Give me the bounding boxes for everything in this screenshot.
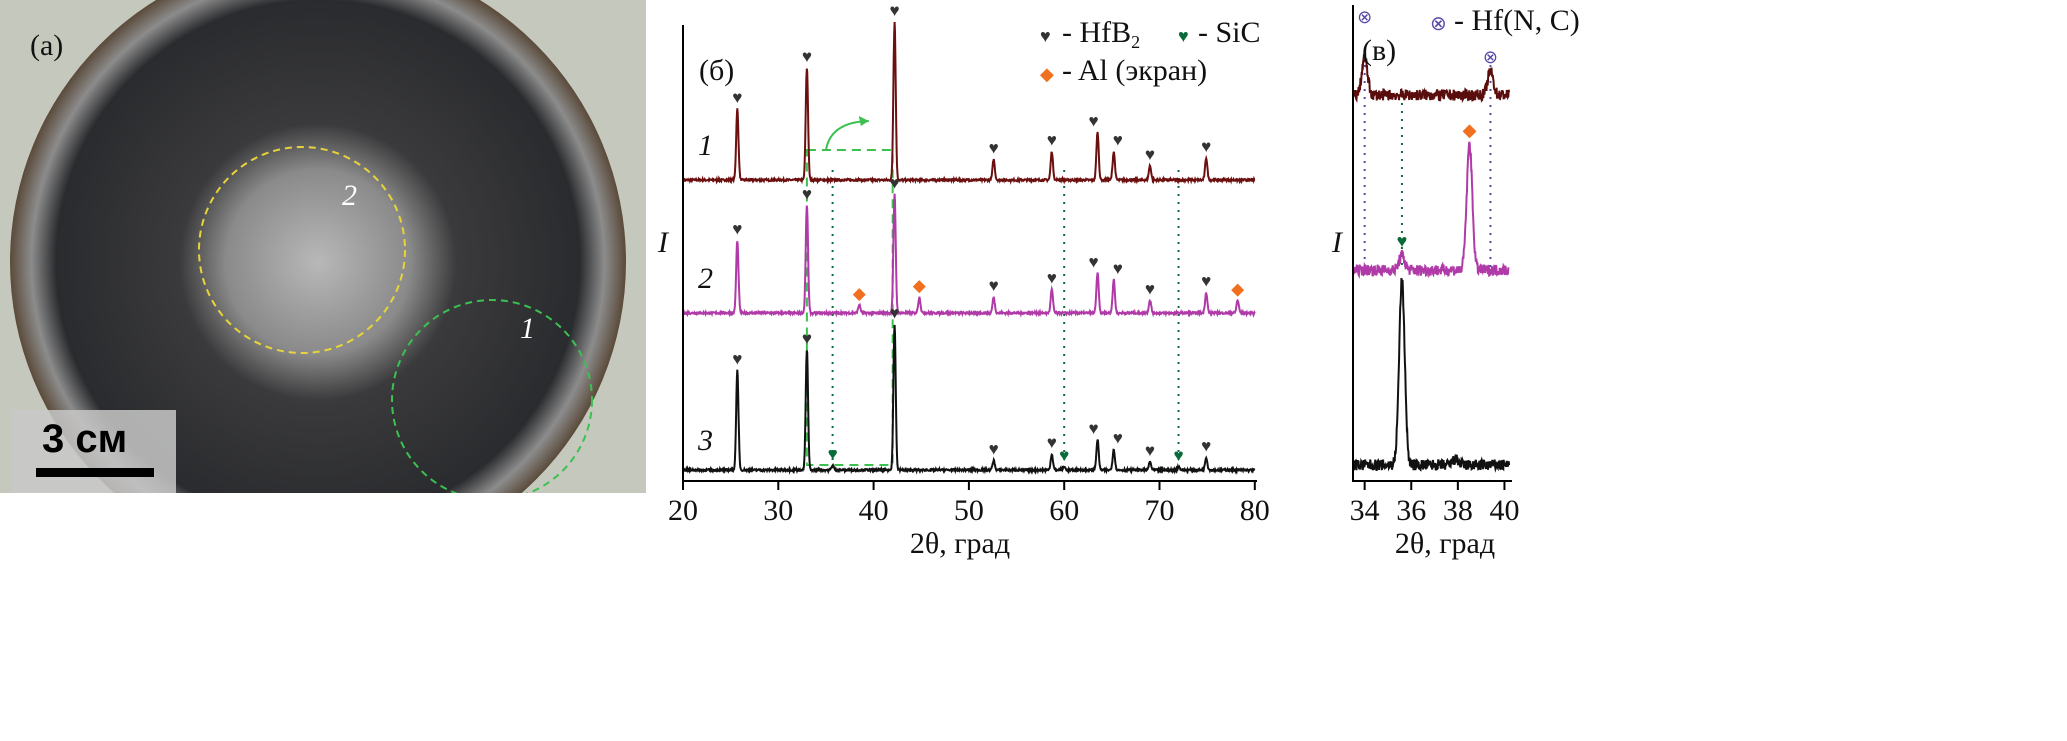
hfb2-peak-marker: ♥ xyxy=(1113,259,1123,278)
zoom-arrowhead xyxy=(858,116,869,126)
zoom-curve-2 xyxy=(1352,141,1510,279)
zoom-curve-1 xyxy=(1352,51,1511,104)
hfb2-peak-marker: ♥ xyxy=(1089,112,1099,131)
al-peak-marker: ◆ xyxy=(1231,279,1245,298)
hfb2-peak-marker: ♥ xyxy=(1089,253,1099,272)
legend-hfb2-symbol: ♥ xyxy=(1040,26,1051,46)
legend-al-symbol: ◆ xyxy=(1040,64,1054,84)
legend-sic-symbol: ♥ xyxy=(1178,26,1189,46)
hfb2-peak-marker: ♥ xyxy=(1145,441,1155,460)
hfb2-peak-marker: ♥ xyxy=(1089,419,1099,438)
hfb2-peak-marker: ♥ xyxy=(732,219,742,238)
x-tick-label: 70 xyxy=(1145,494,1175,527)
hfb2-peak-marker: ♥ xyxy=(989,276,999,295)
hfb2-peak-marker: ♥ xyxy=(989,138,999,157)
xrd-curve-1 xyxy=(682,21,1256,185)
legend-hfnc-symbol: ⊗ xyxy=(1430,13,1447,35)
x-tick-label: 50 xyxy=(954,494,984,527)
x-tick-label: 60 xyxy=(1049,494,1079,527)
region-2-label: 2 xyxy=(342,179,357,212)
hfb2-peak-marker: ♥ xyxy=(1201,137,1211,156)
sic-peak-marker: ♥ xyxy=(1059,446,1069,465)
hfb2-peak-marker: ♥ xyxy=(1047,268,1057,287)
hfb2-peak-marker: ♥ xyxy=(1145,279,1155,298)
panel-label: (в) xyxy=(1362,34,1396,67)
hfb2-peak-marker: ♥ xyxy=(802,47,812,66)
curve-label-1: 1 xyxy=(698,129,713,162)
sic-peak-marker: ♥ xyxy=(1174,446,1184,465)
hfb2-peak-marker: ♥ xyxy=(732,349,742,368)
x-tick-label: 40 xyxy=(1489,494,1519,527)
peak-marker-hfnc: ⊗ xyxy=(1483,47,1498,67)
x-tick-label: 40 xyxy=(859,494,889,527)
x-axis-title: 2θ, град xyxy=(1395,527,1495,560)
y-axis-title: I xyxy=(1331,226,1344,259)
xrd-curve-3 xyxy=(682,324,1256,475)
zoom-arrow xyxy=(824,120,869,151)
hfb2-peak-marker: ♥ xyxy=(1047,433,1057,452)
sic-peak-marker: ♥ xyxy=(828,444,838,463)
panel-label: (б) xyxy=(699,54,734,87)
hfb2-peak-marker: ♥ xyxy=(802,329,812,348)
hfb2-peak-marker: ♥ xyxy=(1113,428,1123,447)
scale-bar-label: 3 см xyxy=(42,417,127,461)
x-tick-label: 30 xyxy=(763,494,793,527)
region-2-circle xyxy=(198,146,406,354)
hfb2-peak-marker: ♥ xyxy=(890,1,900,20)
region-1-label: 1 xyxy=(520,312,535,345)
peak-marker-al: ◆ xyxy=(1463,120,1477,140)
hfb2-peak-marker: ♥ xyxy=(732,88,742,107)
x-tick-label: 36 xyxy=(1396,494,1426,527)
zoom-curve-3 xyxy=(1352,277,1511,473)
al-peak-marker: ◆ xyxy=(853,284,867,303)
sample-disk xyxy=(10,0,626,493)
x-axis-title: 2θ, град xyxy=(910,527,1010,560)
legend-sic-label: - SiC xyxy=(1198,16,1261,49)
scale-bar xyxy=(36,468,154,477)
legend-hfb2-label: - HfB2 xyxy=(1062,16,1140,52)
hfb2-peak-marker: ♥ xyxy=(890,304,900,323)
hfb2-peak-marker: ♥ xyxy=(1201,271,1211,290)
curve-label-2: 2 xyxy=(698,262,713,295)
y-axis-title: I xyxy=(657,226,670,259)
region-1-circle xyxy=(391,299,593,493)
hfb2-peak-marker: ♥ xyxy=(802,185,812,204)
xrd-curve-2 xyxy=(682,193,1256,318)
x-tick-label: 38 xyxy=(1443,494,1473,527)
al-peak-marker: ◆ xyxy=(913,276,927,295)
xrd-chart-main: ♥♥♥♥ ♥♥♥♥ ♥1♥♥♥♥ ♥♥ ♥♥ ♥◆ ◆ ◆2♥♥♥♥ ♥♥ ♥♥ ♥♥ ♥ ♥320 30… xyxy=(657,1,1270,560)
x-tick-label: 20 xyxy=(668,494,698,527)
x-tick-label: 34 xyxy=(1350,494,1380,527)
hfb2-peak-marker: ♥ xyxy=(1201,436,1211,455)
hfb2-peak-marker: ♥ xyxy=(1113,131,1123,150)
zoom-region-box xyxy=(805,149,894,466)
photo-panel-label: (а) xyxy=(30,29,63,62)
peak-marker-hfnc: ⊗ xyxy=(1357,7,1372,27)
peak-marker-sic: ♥ xyxy=(1397,231,1408,251)
hfb2-peak-marker: ♥ xyxy=(989,440,999,459)
photo-panel xyxy=(0,0,646,493)
hfb2-peak-marker: ♥ xyxy=(1047,131,1057,150)
scale-bar-box xyxy=(12,410,176,493)
hfb2-peak-marker: ♥ xyxy=(1145,145,1155,164)
legend-al-label: - Al (экран) xyxy=(1062,54,1207,87)
hfb2-peak-marker: ♥ xyxy=(890,174,900,193)
x-tick-label: 80 xyxy=(1240,494,1270,527)
legend-hfnc-label: - Hf(N, C) xyxy=(1454,4,1580,37)
curve-label-3: 3 xyxy=(697,424,713,457)
